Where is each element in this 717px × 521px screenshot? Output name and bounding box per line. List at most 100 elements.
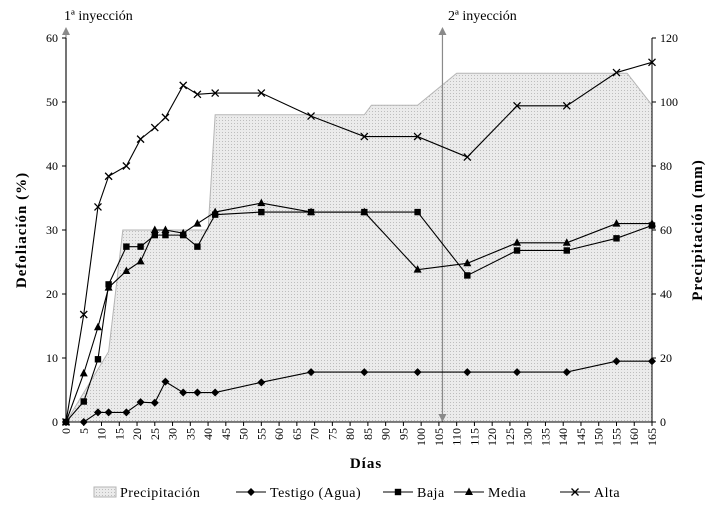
data-point-alta (648, 58, 656, 67)
y-tick-label: 40 (46, 159, 58, 173)
y2-tick-label: 100 (660, 95, 678, 109)
data-point-media (513, 238, 522, 246)
data-point-testigo-agua (612, 357, 621, 366)
legend-marker-baja (394, 488, 402, 496)
data-point-media (193, 219, 202, 227)
data-point-testigo-agua (413, 368, 422, 377)
data-point-media (307, 207, 316, 216)
y-tick-label: 30 (46, 223, 58, 237)
data-point-testigo-agua (161, 377, 170, 386)
injection-arrow-up (438, 27, 447, 35)
data-point-media (150, 225, 159, 233)
data-point-baja (464, 272, 471, 279)
data-point-alta (463, 153, 472, 161)
data-point-baja (123, 243, 130, 250)
data-point-alta (211, 89, 220, 97)
legend-marker-media (465, 487, 473, 495)
x-tick-label: 155 (609, 428, 623, 446)
series-line-media (65, 202, 652, 423)
x-tick-label: 90 (379, 428, 393, 440)
data-point-media (648, 219, 656, 227)
x-tick-label: 50 (237, 428, 251, 440)
data-point-alta (562, 101, 571, 110)
legend-swatch-precipitacion (93, 486, 117, 498)
data-point-testigo-agua (179, 388, 188, 397)
data-point-testigo-agua (93, 408, 102, 417)
legend-label-precipitacion: Precipitación (120, 486, 200, 501)
x-tick-label: 0 (59, 428, 73, 434)
data-point-media (562, 238, 571, 246)
x-tick-label: 140 (556, 428, 570, 446)
injection-arrow-up (62, 27, 70, 35)
x-tick-label: 60 (272, 428, 286, 440)
x-tick-label: 45 (219, 428, 233, 440)
data-point-baja (563, 247, 570, 254)
x-axis-title: Días (350, 456, 382, 472)
annotation-first-injection: 1ª inyección (64, 9, 133, 24)
x-tick-label: 35 (183, 428, 197, 440)
x-tick-label: 65 (290, 428, 304, 440)
data-point-alta (150, 123, 159, 132)
x-tick-label: 165 (645, 428, 659, 446)
x-tick-label: 20 (130, 428, 144, 440)
axes (62, 37, 656, 426)
x-tick-label: 55 (254, 428, 268, 440)
y-tick-label: 60 (46, 31, 58, 45)
data-point-testigo-agua (513, 368, 522, 377)
data-point-media (211, 207, 220, 216)
x-tick-label: 115 (467, 428, 481, 446)
x-tick-label: 130 (521, 428, 535, 446)
data-point-testigo-agua (193, 388, 202, 397)
data-point-alta (179, 81, 188, 90)
precipitation-area (65, 72, 653, 423)
data-point-alta (94, 203, 102, 211)
y2-axis-title: Precipitación (mm) (690, 159, 706, 300)
data-point-media (104, 283, 113, 291)
data-point-baja (94, 356, 102, 363)
data-point-baja (613, 235, 620, 242)
data-point-alta (413, 132, 422, 141)
y2-tick-label: 40 (660, 287, 672, 301)
x-tick-label: 125 (503, 428, 517, 446)
x-tick-label: 30 (166, 428, 180, 440)
data-point-baja (80, 398, 87, 405)
y2-tick-label: 120 (660, 31, 678, 45)
x-tick-label: 120 (485, 428, 499, 446)
data-point-media (93, 322, 102, 331)
series-media (62, 198, 656, 425)
x-tick-label: 70 (308, 428, 322, 440)
data-point-testigo-agua (104, 408, 113, 417)
data-point-alta (612, 68, 621, 77)
data-point-baja (513, 247, 521, 254)
data-point-alta (193, 90, 202, 99)
data-point-media (413, 265, 422, 273)
x-tick-label: 40 (201, 428, 215, 440)
data-point-alta (161, 113, 170, 122)
x-tick-label: 100 (414, 428, 428, 446)
data-point-alta (136, 135, 145, 144)
legend-label-testigo-agua: Testigo (Agua) (270, 486, 361, 501)
legend: Precipitación Testigo (Agua) Baja Media Alta (93, 486, 620, 501)
x-tick-label: 110 (450, 428, 464, 446)
x-tick-label: 85 (361, 428, 375, 440)
data-point-baja (162, 231, 169, 239)
annotation-second-injection: 2ª inyección (448, 9, 517, 24)
data-point-testigo-agua (79, 418, 88, 426)
legend-label-alta: Alta (594, 486, 620, 501)
data-point-baja (258, 208, 265, 216)
y2-tick-label: 80 (660, 159, 672, 173)
legend-marker-alta (571, 488, 579, 496)
legend-label-baja: Baja (417, 486, 445, 501)
data-point-alta (307, 112, 316, 121)
data-point-media (179, 228, 188, 237)
data-point-baja (137, 243, 144, 250)
x-tick-label: 150 (592, 428, 606, 446)
legend-marker-testigo-agua (247, 488, 255, 496)
data-point-testigo-agua (257, 378, 266, 387)
x-tick-label: 75 (325, 428, 339, 440)
x-tick-label: 160 (627, 428, 641, 446)
y2-tick-label: 60 (660, 223, 672, 237)
series-line-baja (65, 211, 653, 423)
series-line-alta (65, 61, 653, 423)
injection-arrow-down (438, 414, 447, 422)
